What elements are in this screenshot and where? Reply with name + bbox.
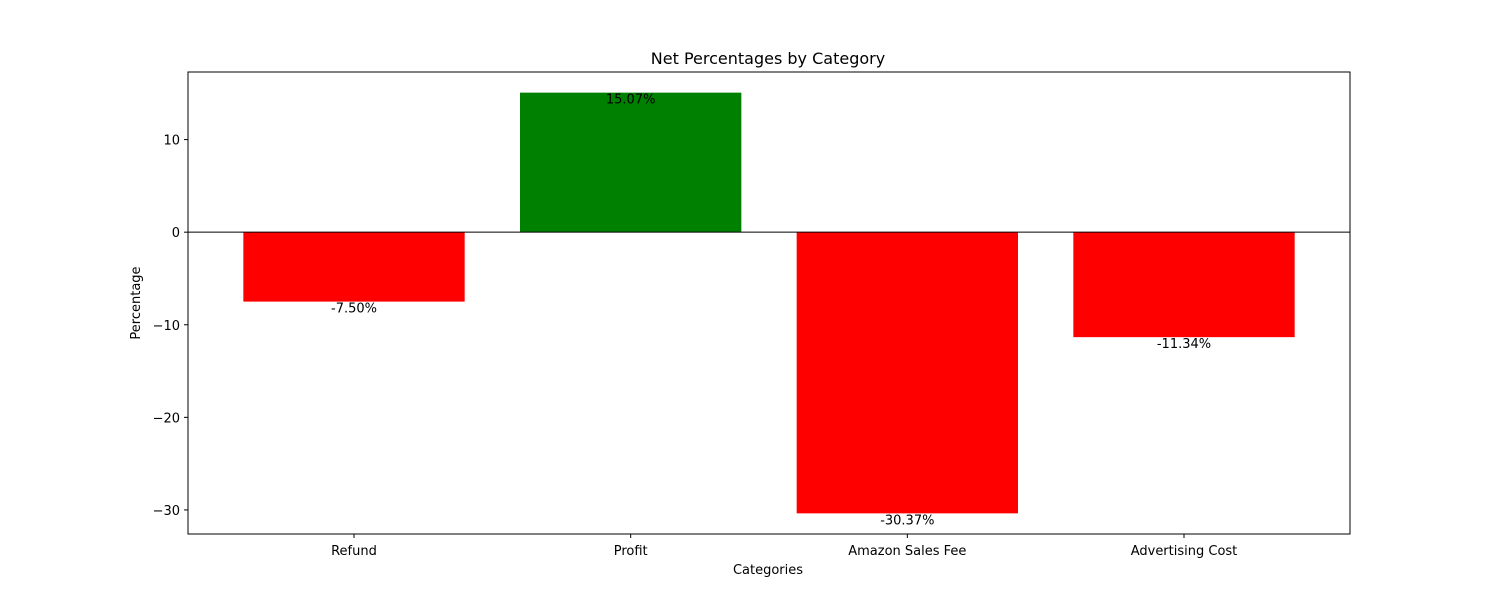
bar-advertising-cost xyxy=(1073,232,1295,338)
y-tick-label: 0 xyxy=(172,226,180,241)
data-label: -11.34% xyxy=(1157,337,1211,352)
plot-frame xyxy=(187,71,1351,535)
x-tick-label: Refund xyxy=(331,544,377,559)
y-tick-label: −30 xyxy=(153,504,180,519)
data-label: -7.50% xyxy=(331,302,377,317)
data-label: 15.07% xyxy=(606,93,656,108)
x-tick-label: Profit xyxy=(614,544,648,559)
chart-title: Net Percentages by Category xyxy=(651,49,885,68)
x-tick-label: Advertising Cost xyxy=(1131,544,1238,559)
y-tick-label: 10 xyxy=(163,134,180,149)
y-tick-label: −10 xyxy=(153,319,180,334)
plot-area: -7.50% 15.07% -30.37% -11.34% xyxy=(188,92,1350,528)
bar-refund xyxy=(243,232,465,302)
x-tick-label: Amazon Sales Fee xyxy=(848,544,966,559)
bar-profit xyxy=(520,92,742,233)
y-axis: −30 −20 −10 0 10 xyxy=(153,134,188,519)
bar-amazon-sales-fee xyxy=(796,232,1018,514)
y-axis-label: Percentage xyxy=(129,266,144,339)
y-tick-label: −20 xyxy=(153,411,180,426)
data-label: -30.37% xyxy=(880,513,934,528)
x-axis-label: Categories xyxy=(733,563,803,578)
x-axis: Refund Profit Amazon Sales Fee Advertising … xyxy=(331,534,1237,559)
